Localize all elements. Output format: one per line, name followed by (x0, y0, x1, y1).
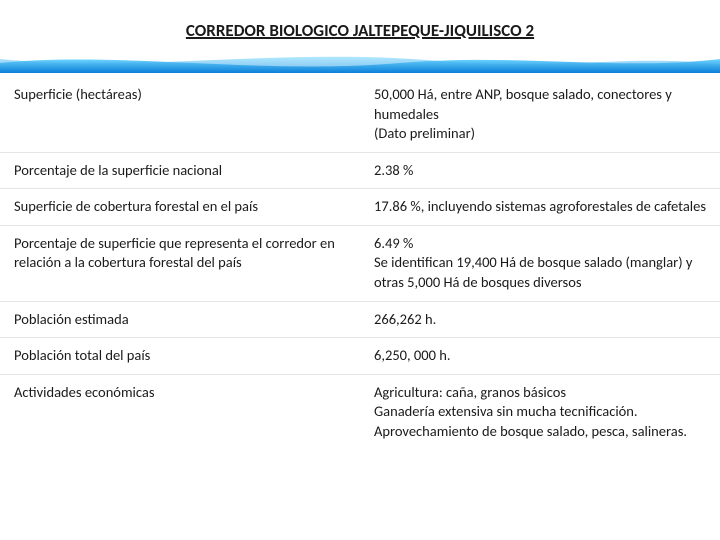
table-row: Actividades económicasAgricultura: caña,… (0, 374, 720, 449)
slide-title: CORREDOR BIOLOGICO JALTEPEQUE-JIQUILISCO… (186, 20, 534, 41)
slide-header: CORREDOR BIOLOGICO JALTEPEQUE-JIQUILISCO… (0, 0, 720, 49)
row-label: Porcentaje de superficie que representa … (0, 225, 360, 301)
row-value: 2.38 % (360, 152, 720, 189)
row-value: 6,250, 000 h. (360, 338, 720, 375)
row-label: Porcentaje de la superficie nacional (0, 152, 360, 189)
table-row: Superficie de cobertura forestal en el p… (0, 189, 720, 226)
data-table: Superficie (hectáreas)50,000 Há, entre A… (0, 77, 720, 449)
row-label: Superficie de cobertura forestal en el p… (0, 189, 360, 226)
row-label: Actividades económicas (0, 374, 360, 449)
table-row: Porcentaje de la superficie nacional2.38… (0, 152, 720, 189)
table-row: Superficie (hectáreas)50,000 Há, entre A… (0, 77, 720, 152)
table-row: Porcentaje de superficie que representa … (0, 225, 720, 301)
table-row: Población estimada266,262 h. (0, 301, 720, 338)
row-value: 266,262 h. (360, 301, 720, 338)
table-row: Población total del país6,250, 000 h. (0, 338, 720, 375)
decorative-wave (0, 49, 720, 73)
row-value: 50,000 Há, entre ANP, bosque salado, con… (360, 77, 720, 152)
row-value: Agricultura: caña, granos básicosGanader… (360, 374, 720, 449)
row-label: Superficie (hectáreas) (0, 77, 360, 152)
row-label: Población total del país (0, 338, 360, 375)
row-value: 6.49 %Se identifican 19,400 Há de bosque… (360, 225, 720, 301)
row-value: 17.86 %, incluyendo sistemas agroforesta… (360, 189, 720, 226)
row-label: Población estimada (0, 301, 360, 338)
